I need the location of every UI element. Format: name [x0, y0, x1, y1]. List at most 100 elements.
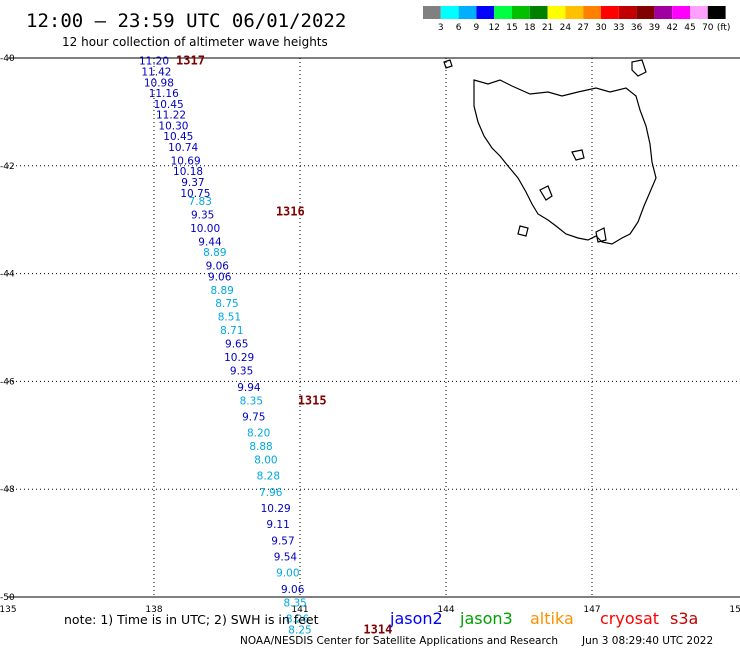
wave-height-point: 11.20	[139, 56, 169, 68]
wave-height-point: 9.35	[230, 366, 253, 378]
colorbar-label: 24	[560, 23, 572, 33]
wave-height-point: 9.44	[198, 236, 222, 248]
wave-height-point: 8.88	[249, 441, 272, 453]
colorbar-label: 36	[631, 23, 643, 33]
wave-height-point: 8.89	[210, 285, 233, 297]
x-tick-label: 135	[0, 605, 17, 615]
y-tick-label: -48	[0, 485, 15, 495]
colorbar-legend: 3 6 9 12 15 18 21 24 27 30 33 36 39 42 45 70 (ft)	[423, 6, 730, 33]
orbit-rev-label: 1317	[176, 54, 205, 68]
wave-height-point: 9.06	[208, 271, 232, 283]
wave-height-point: 10.29	[261, 503, 291, 515]
wave-height-point: 9.37	[181, 177, 204, 189]
colorbar-label: 42	[666, 23, 677, 33]
wave-height-point: 9.57	[271, 535, 294, 547]
wave-height-point: 8.75	[215, 298, 238, 310]
footer-timestamp: Jun 3 08:29:40 UTC 2022	[581, 635, 713, 647]
x-tick-label: 141	[291, 605, 308, 615]
colorbar-label: 12	[488, 23, 499, 33]
colorbar-label: 6	[456, 23, 462, 33]
colorbar-label: 21	[542, 23, 553, 33]
axis-tick-labels: -40 -42 -44 -46 -48 -50 135 138 141 144 147 150	[0, 54, 740, 615]
satellite-legend-jason2: jason2	[389, 609, 443, 628]
wave-height-point: 9.06	[281, 584, 305, 596]
y-tick-label: -44	[0, 270, 15, 280]
wave-height-point: 11.16	[149, 88, 179, 100]
satellite-legend: jason2 jason3 altika cryosat s3a	[389, 609, 698, 628]
wave-height-point: 9.75	[242, 411, 265, 423]
wave-height-point: 9.00	[276, 568, 299, 580]
wave-height-point: 8.26	[286, 614, 310, 626]
colorbar-label: 45	[684, 23, 695, 33]
colorbar-label: 3	[438, 23, 444, 33]
colorbar-swatch	[601, 6, 619, 19]
wave-height-point: 9.06	[206, 261, 230, 273]
wave-height-point: 10.45	[163, 131, 193, 143]
colorbar-label: 33	[613, 23, 624, 33]
colorbar-swatch	[672, 6, 690, 19]
y-tick-label: -46	[0, 377, 15, 387]
wave-height-point: 8.89	[203, 247, 226, 259]
lat-lon-grid	[8, 58, 738, 597]
wave-height-point: 11.42	[141, 66, 171, 78]
wave-height-point: 9.94	[237, 382, 261, 394]
wave-height-point: 9.65	[225, 339, 248, 351]
colorbar-swatch	[547, 6, 566, 19]
wave-height-point: 7.83	[189, 196, 212, 208]
x-tick-label: 144	[437, 605, 454, 615]
colorbar-swatch	[618, 6, 637, 19]
orbit-rev-labels: 1317 1316 1315 1314	[176, 54, 392, 637]
wave-height-point: 8.00	[254, 455, 277, 467]
wave-height-point: 8.25	[288, 624, 311, 636]
wave-height-point: 10.18	[173, 166, 203, 178]
colorbar-swatch	[707, 6, 726, 19]
colorbar-swatch	[529, 6, 548, 19]
y-tick-label: -50	[0, 593, 15, 603]
colorbar-swatch	[494, 6, 512, 19]
wave-height-values: 11.2011.4210.9811.1610.4511.2210.3010.45…	[139, 56, 312, 637]
colorbar-label: 27	[577, 23, 588, 33]
orbit-rev-label: 1316	[276, 205, 305, 219]
colorbar-swatch	[654, 6, 673, 19]
satellite-legend-altika: altika	[530, 609, 574, 628]
y-tick-label: -40	[0, 54, 15, 64]
wave-height-point: 10.29	[224, 352, 254, 364]
footer-credit: NOAA/NESDIS Center for Satellite Applica…	[240, 635, 558, 647]
wave-height-point: 10.30	[158, 120, 188, 132]
tasmania-coastline	[443, 59, 657, 245]
wave-height-point: 7.96	[259, 487, 283, 499]
colorbar-label: 15	[506, 23, 517, 33]
orbit-rev-label: 1314	[363, 622, 392, 636]
wave-height-point: 8.35	[240, 395, 263, 407]
y-tick-label: -42	[0, 162, 15, 172]
wave-height-point: 9.11	[266, 519, 289, 531]
colorbar-label: 18	[524, 23, 536, 33]
colorbar-label: 39	[649, 23, 661, 33]
satellite-legend-s3a: s3a	[670, 609, 698, 628]
chart-title: 12:00 – 23:59 UTC 06/01/2022	[26, 10, 346, 32]
x-tick-label: 138	[145, 605, 162, 615]
wave-height-point: 10.69	[171, 155, 201, 167]
colorbar-label: 30	[595, 23, 607, 33]
colorbar-swatch	[636, 6, 655, 19]
wave-height-point: 10.74	[168, 142, 198, 154]
colorbar-swatch	[476, 6, 495, 19]
colorbar-unit: (ft)	[717, 23, 731, 33]
wave-height-point: 10.75	[180, 188, 210, 200]
footer-note: note: 1) Time is in UTC; 2) SWH is in fe…	[64, 612, 319, 627]
colorbar-swatch	[690, 6, 708, 19]
wave-height-point: 9.35	[191, 209, 214, 221]
wave-height-point: 10.98	[144, 77, 174, 89]
colorbar-swatch	[423, 6, 441, 19]
wave-height-point: 11.22	[156, 110, 186, 122]
satellite-legend-jason3: jason3	[459, 609, 513, 628]
x-tick-label: 150	[729, 605, 740, 615]
colorbar-swatch	[440, 6, 459, 19]
satellite-legend-cryosat: cryosat	[600, 609, 659, 628]
wave-height-point: 8.20	[247, 428, 270, 440]
wave-height-point: 10.00	[190, 223, 220, 235]
orbit-rev-label: 1315	[298, 393, 327, 407]
colorbar-label: 70	[702, 23, 714, 33]
colorbar-swatch	[565, 6, 584, 19]
